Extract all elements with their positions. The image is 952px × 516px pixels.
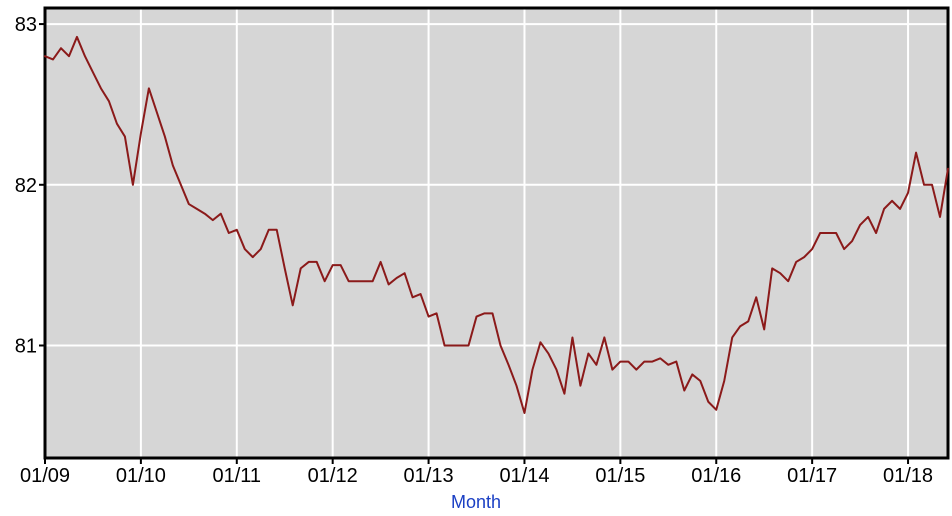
time-series-chart: 81 82 83 01/09 01/10 01/11 01/12 01/13 01/14 01/1… bbox=[0, 0, 952, 516]
y-tick-label: 81 bbox=[15, 336, 37, 358]
y-tick-label: 83 bbox=[15, 14, 37, 36]
x-tick-label: 01/11 bbox=[212, 465, 261, 487]
x-axis-label: Month bbox=[0, 492, 952, 513]
x-tick-label: 01/09 bbox=[20, 465, 70, 487]
x-tick-label: 01/15 bbox=[595, 465, 645, 487]
x-tick-label: 01/14 bbox=[499, 465, 549, 487]
x-tick-label: 01/18 bbox=[883, 465, 933, 487]
y-tick-label: 82 bbox=[15, 175, 37, 197]
x-tick-label: 01/16 bbox=[691, 465, 741, 487]
x-tick-label: 01/12 bbox=[308, 465, 358, 487]
chart-svg: 81 82 83 01/09 01/10 01/11 01/12 01/13 01/14 01/1… bbox=[0, 0, 952, 516]
x-tick-label: 01/17 bbox=[787, 465, 837, 487]
x-tick-label: 01/10 bbox=[116, 465, 166, 487]
x-tick-label: 01/13 bbox=[404, 465, 454, 487]
